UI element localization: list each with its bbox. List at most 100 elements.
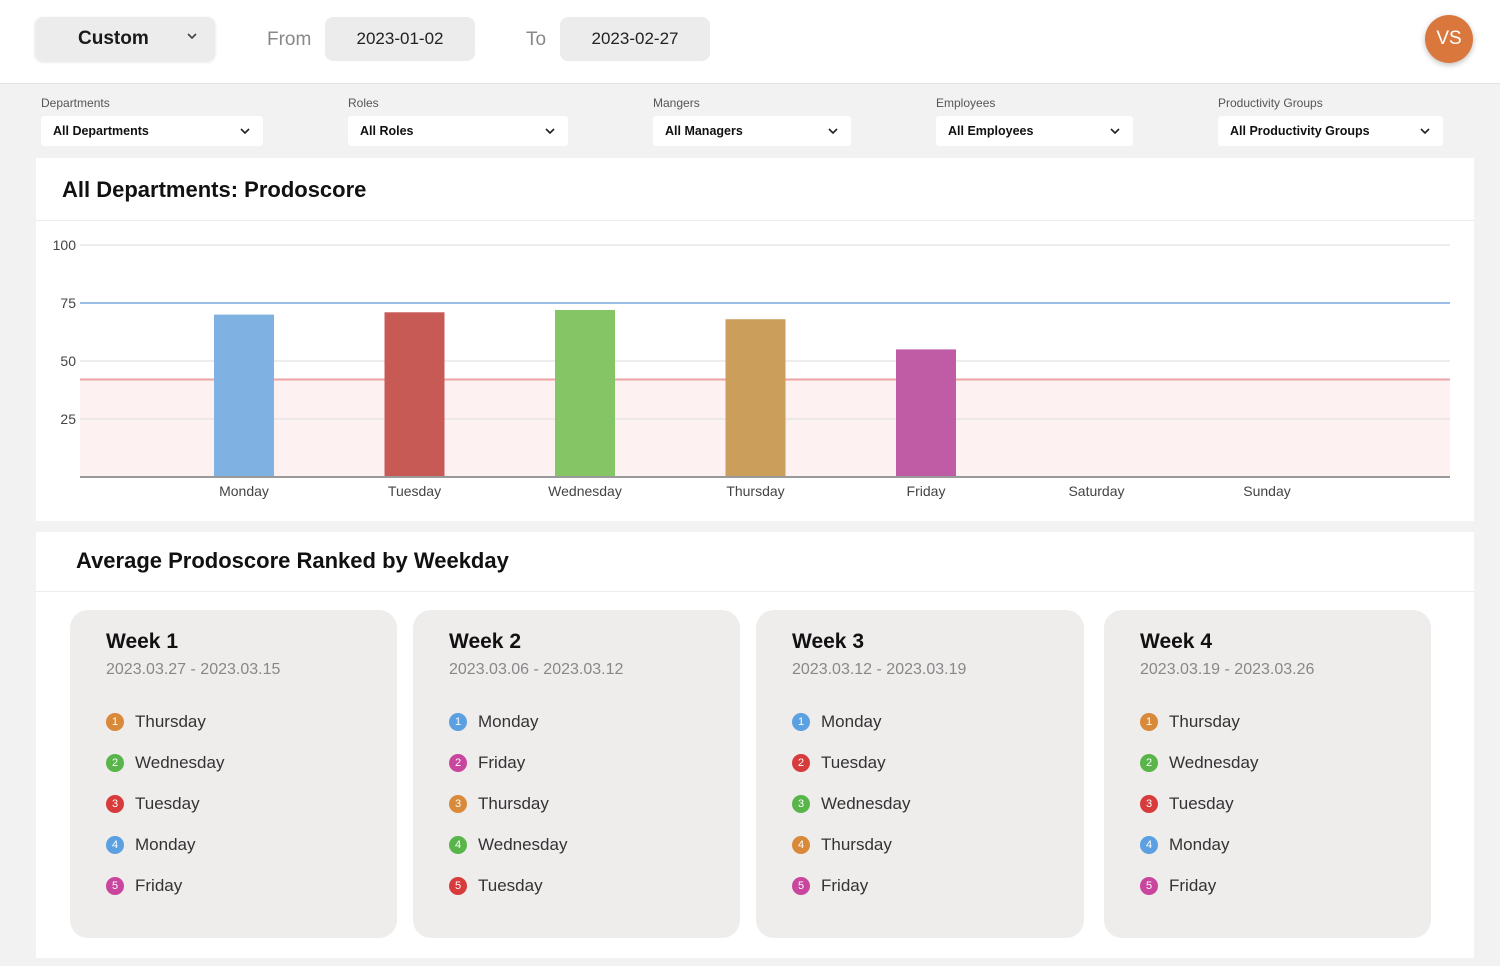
bar-friday <box>896 349 956 477</box>
chevron-down-icon <box>187 33 197 40</box>
rank-day-label: Friday <box>135 875 183 895</box>
rank-badge: 4 <box>449 835 467 854</box>
bar-tuesday <box>384 312 445 477</box>
rank-item: 1 Monday <box>792 701 1084 742</box>
chevron-down-icon <box>1110 128 1120 135</box>
filter-label: Productivity Groups <box>1218 96 1323 110</box>
chevron-down-icon <box>1420 128 1430 135</box>
rank-item: 4 Monday <box>106 824 397 865</box>
rank-item: 4 Thursday <box>792 824 1084 865</box>
x-tick-label: Tuesday <box>388 483 441 499</box>
rank-item: 2 Tuesday <box>792 742 1084 783</box>
rank-badge: 4 <box>1140 835 1158 854</box>
rank-badge: 3 <box>1140 794 1158 813</box>
rank-day-label: Monday <box>821 711 882 731</box>
to-date-input[interactable]: 2023-02-27 <box>560 17 710 61</box>
rank-item: 3 Tuesday <box>1140 783 1431 824</box>
date-range-value: Custom <box>78 28 149 49</box>
rank-badge: 5 <box>449 876 467 895</box>
filter-value: All Productivity Groups <box>1230 124 1370 138</box>
y-tick-label: 50 <box>60 353 76 369</box>
rank-day-label: Monday <box>1169 834 1230 854</box>
rank-item: 1 Thursday <box>1140 701 1431 742</box>
date-range-select[interactable]: Custom <box>35 17 215 61</box>
chevron-down-icon <box>545 128 555 135</box>
managers-select[interactable]: All Managers <box>653 116 851 146</box>
rank-day-label: Friday <box>1169 875 1217 895</box>
week-title: Week 4 <box>1140 630 1212 653</box>
week-card: Week 4 2023.03.19 - 2023.03.26 1 Thursday 2 W… <box>1104 610 1431 938</box>
rank-badge: 1 <box>792 712 810 731</box>
rank-item: 5 Friday <box>792 865 1084 906</box>
x-tick-label: Sunday <box>1243 483 1290 499</box>
rank-item: 2 Wednesday <box>1140 742 1431 783</box>
rank-badge: 1 <box>449 712 467 731</box>
filter-label: Roles <box>348 96 379 110</box>
rank-day-label: Thursday <box>135 711 206 731</box>
filter-departments: Departments All Departments <box>41 96 263 146</box>
user-avatar[interactable]: VS <box>1425 15 1473 63</box>
week-card: Week 3 2023.03.12 - 2023.03.19 1 Monday 2 Tue… <box>756 610 1084 938</box>
week-title: Week 2 <box>449 630 521 653</box>
rank-day-label: Wednesday <box>821 793 911 813</box>
prodoscore-bar-chart: 25 50 75 100 Monday Tuesday Wednesday Thursday F… <box>53 237 1450 499</box>
rank-list: 1 Monday 2 Friday 3 Thursday 4 Wednesday 5 Tuesda… <box>449 701 740 906</box>
productivity-groups-select[interactable]: All Productivity Groups <box>1218 116 1443 146</box>
rank-badge: 5 <box>792 876 810 895</box>
rank-day-label: Monday <box>478 711 539 731</box>
prodoscore-chart-panel: All Departments: Prodoscore 25 50 75 100 Mon… <box>36 158 1474 521</box>
rank-day-label: Wednesday <box>1169 752 1259 772</box>
top-bar: Custom From 2023-01-02 To 2023-02-27 VS <box>0 0 1500 84</box>
week-date-range: 2023.03.12 - 2023.03.19 <box>792 661 967 678</box>
roles-select[interactable]: All Roles <box>348 116 568 146</box>
week-date-range: 2023.03.27 - 2023.03.15 <box>106 661 281 678</box>
rank-day-label: Friday <box>478 752 526 772</box>
rank-badge: 5 <box>106 876 124 895</box>
rank-day-label: Thursday <box>821 834 892 854</box>
rank-list: 1 Thursday 2 Wednesday 3 Tuesday 4 Monday 5 Frida… <box>1140 701 1431 906</box>
rank-day-label: Thursday <box>1169 711 1240 731</box>
rank-badge: 3 <box>449 794 467 813</box>
rank-list: 1 Monday 2 Tuesday 3 Wednesday 4 Thursday 5 Frida… <box>792 701 1084 906</box>
filter-value: All Departments <box>53 124 149 138</box>
rank-item: 4 Wednesday <box>449 824 740 865</box>
x-tick-label: Thursday <box>726 483 784 499</box>
rank-item: 3 Thursday <box>449 783 740 824</box>
x-tick-label: Monday <box>219 483 269 499</box>
from-label: From <box>267 29 312 50</box>
rank-badge: 2 <box>106 753 124 772</box>
rank-item: 2 Wednesday <box>106 742 397 783</box>
from-date-input[interactable]: 2023-01-02 <box>325 17 475 61</box>
filter-label: Employees <box>936 96 996 110</box>
rank-badge: 3 <box>106 794 124 813</box>
filter-employees: Employees All Employees <box>936 96 1133 146</box>
y-tick-label: 25 <box>60 411 76 427</box>
week-date-range: 2023.03.19 - 2023.03.26 <box>1140 661 1315 678</box>
week-title: Week 3 <box>792 630 864 653</box>
week-card: Week 2 2023.03.06 - 2023.03.12 1 Monday 2 Fri… <box>413 610 740 938</box>
rank-badge: 1 <box>106 712 124 731</box>
rank-badge: 2 <box>792 753 810 772</box>
x-tick-label: Saturday <box>1068 483 1124 499</box>
rank-day-label: Friday <box>821 875 869 895</box>
rank-badge: 1 <box>1140 712 1158 731</box>
rank-item: 2 Friday <box>449 742 740 783</box>
chart-title: All Departments: Prodoscore <box>36 158 1474 221</box>
rank-badge: 2 <box>1140 753 1158 772</box>
rank-day-label: Wednesday <box>135 752 225 772</box>
employees-select[interactable]: All Employees <box>936 116 1133 146</box>
rank-item: 5 Tuesday <box>449 865 740 906</box>
week-title: Week 1 <box>106 630 178 653</box>
week-card: Week 1 2023.03.27 - 2023.03.15 1 Thursday 2 W… <box>70 610 397 938</box>
x-tick-label: Friday <box>907 483 946 499</box>
y-tick-label: 100 <box>53 237 77 253</box>
departments-select[interactable]: All Departments <box>41 116 263 146</box>
rank-day-label: Tuesday <box>478 875 543 895</box>
to-label: To <box>526 29 547 50</box>
rank-day-label: Wednesday <box>478 834 568 854</box>
bar-monday <box>214 314 274 477</box>
rank-item: 4 Monday <box>1140 824 1431 865</box>
filter-managers: Mangers All Managers <box>653 96 851 146</box>
filter-value: All Employees <box>948 124 1034 138</box>
rank-item: 3 Tuesday <box>106 783 397 824</box>
